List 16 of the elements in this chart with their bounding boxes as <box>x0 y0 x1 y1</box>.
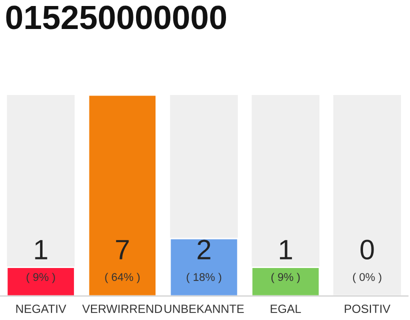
data-label: 1 <box>35 240 48 260</box>
x-tick-label: POSITIV <box>344 304 390 314</box>
x-tick-label: EGAL <box>270 304 301 314</box>
annotation: ( 9% ) <box>26 272 55 284</box>
annotation: ( 9% ) <box>271 272 300 284</box>
x-tick-label: VERWIRREND <box>82 304 162 313</box>
annotation: ( 18% ) <box>186 272 222 284</box>
data-label: 0 <box>360 240 374 260</box>
data-label: 1 <box>280 240 292 260</box>
chart-title: 015250000000 <box>6 6 226 30</box>
annotation: ( 64% ) <box>105 272 140 284</box>
data-label: 2 <box>198 240 210 260</box>
x-tick-label: NEGATIV <box>16 304 66 314</box>
data-label: 7 <box>116 240 129 260</box>
x-tick-label: UNBEKANNTE <box>164 304 244 314</box>
annotation: ( 0% ) <box>353 272 382 284</box>
